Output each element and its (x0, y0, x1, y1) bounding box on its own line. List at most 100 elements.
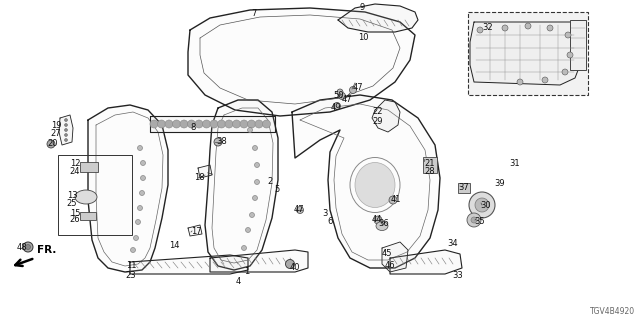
Circle shape (374, 216, 382, 224)
Circle shape (475, 198, 489, 212)
Polygon shape (210, 250, 308, 272)
Text: 26: 26 (70, 215, 80, 225)
Text: 4: 4 (236, 276, 241, 285)
Text: 35: 35 (475, 218, 485, 227)
Circle shape (240, 120, 248, 128)
Text: 2: 2 (268, 178, 273, 187)
Circle shape (138, 146, 143, 150)
Circle shape (150, 120, 158, 128)
Polygon shape (372, 100, 400, 132)
Bar (570, 20, 586, 70)
Polygon shape (292, 95, 440, 268)
Circle shape (23, 242, 33, 252)
Circle shape (562, 69, 568, 75)
Text: 41: 41 (391, 195, 401, 204)
Ellipse shape (355, 163, 395, 207)
Circle shape (285, 260, 294, 268)
Text: 24: 24 (70, 167, 80, 177)
Text: 13: 13 (67, 191, 77, 201)
Text: 40: 40 (290, 263, 300, 273)
Circle shape (47, 140, 55, 148)
Text: 18: 18 (194, 173, 204, 182)
Circle shape (218, 120, 225, 128)
Circle shape (26, 244, 31, 250)
Circle shape (339, 92, 346, 100)
Text: 21: 21 (425, 158, 435, 167)
Circle shape (210, 120, 218, 128)
Text: FR.: FR. (37, 245, 56, 255)
Circle shape (65, 118, 67, 122)
Circle shape (467, 213, 481, 227)
Text: 25: 25 (67, 199, 77, 209)
Text: 38: 38 (216, 138, 227, 147)
Text: 9: 9 (360, 4, 365, 12)
Text: 3: 3 (323, 209, 328, 218)
Text: 33: 33 (452, 271, 463, 281)
Circle shape (165, 120, 173, 128)
Polygon shape (390, 250, 462, 274)
Text: 39: 39 (495, 179, 506, 188)
Circle shape (65, 133, 67, 137)
Circle shape (296, 206, 303, 213)
Circle shape (567, 52, 573, 58)
Text: 47: 47 (294, 204, 304, 213)
Text: 19: 19 (51, 121, 61, 130)
Circle shape (517, 79, 523, 85)
Circle shape (565, 32, 571, 38)
Circle shape (173, 120, 180, 128)
Polygon shape (150, 116, 275, 132)
Bar (458, 183, 470, 193)
Text: 8: 8 (190, 123, 196, 132)
Circle shape (65, 139, 67, 141)
Bar (468, 12, 588, 95)
Circle shape (469, 192, 495, 218)
Text: 20: 20 (48, 140, 58, 148)
Circle shape (255, 180, 259, 185)
Text: 50: 50 (333, 91, 344, 100)
Text: 28: 28 (425, 167, 435, 177)
Text: 47: 47 (353, 84, 364, 92)
Text: 29: 29 (372, 116, 383, 125)
Circle shape (136, 220, 141, 225)
Text: 30: 30 (481, 201, 492, 210)
Text: 14: 14 (169, 242, 179, 251)
Text: 15: 15 (70, 209, 80, 218)
Polygon shape (470, 22, 582, 85)
Polygon shape (338, 4, 418, 32)
Text: 46: 46 (385, 261, 396, 270)
Circle shape (477, 27, 483, 33)
Circle shape (65, 124, 67, 126)
Circle shape (232, 120, 241, 128)
Polygon shape (188, 8, 415, 116)
Text: 27: 27 (51, 130, 61, 139)
Circle shape (140, 190, 145, 196)
Text: 34: 34 (448, 238, 458, 247)
Text: 31: 31 (509, 158, 520, 167)
Polygon shape (382, 242, 408, 272)
Circle shape (214, 138, 222, 146)
Text: 7: 7 (252, 10, 257, 19)
Circle shape (349, 86, 356, 93)
Text: 37: 37 (459, 183, 469, 193)
Circle shape (134, 236, 138, 241)
Circle shape (253, 146, 257, 150)
Circle shape (389, 196, 397, 204)
Circle shape (255, 120, 263, 128)
Text: 47: 47 (342, 95, 352, 105)
Circle shape (253, 196, 257, 201)
Text: 23: 23 (125, 270, 136, 279)
Circle shape (471, 217, 477, 223)
Circle shape (542, 77, 548, 83)
Circle shape (547, 25, 553, 31)
Circle shape (246, 228, 250, 233)
Bar (423, 157, 437, 173)
Bar (80, 162, 98, 172)
Circle shape (157, 120, 166, 128)
Circle shape (141, 161, 145, 165)
Circle shape (180, 120, 188, 128)
Text: TGV4B4920: TGV4B4920 (590, 307, 635, 316)
Circle shape (502, 25, 508, 31)
Polygon shape (205, 100, 278, 270)
Circle shape (138, 205, 143, 211)
Circle shape (202, 120, 211, 128)
